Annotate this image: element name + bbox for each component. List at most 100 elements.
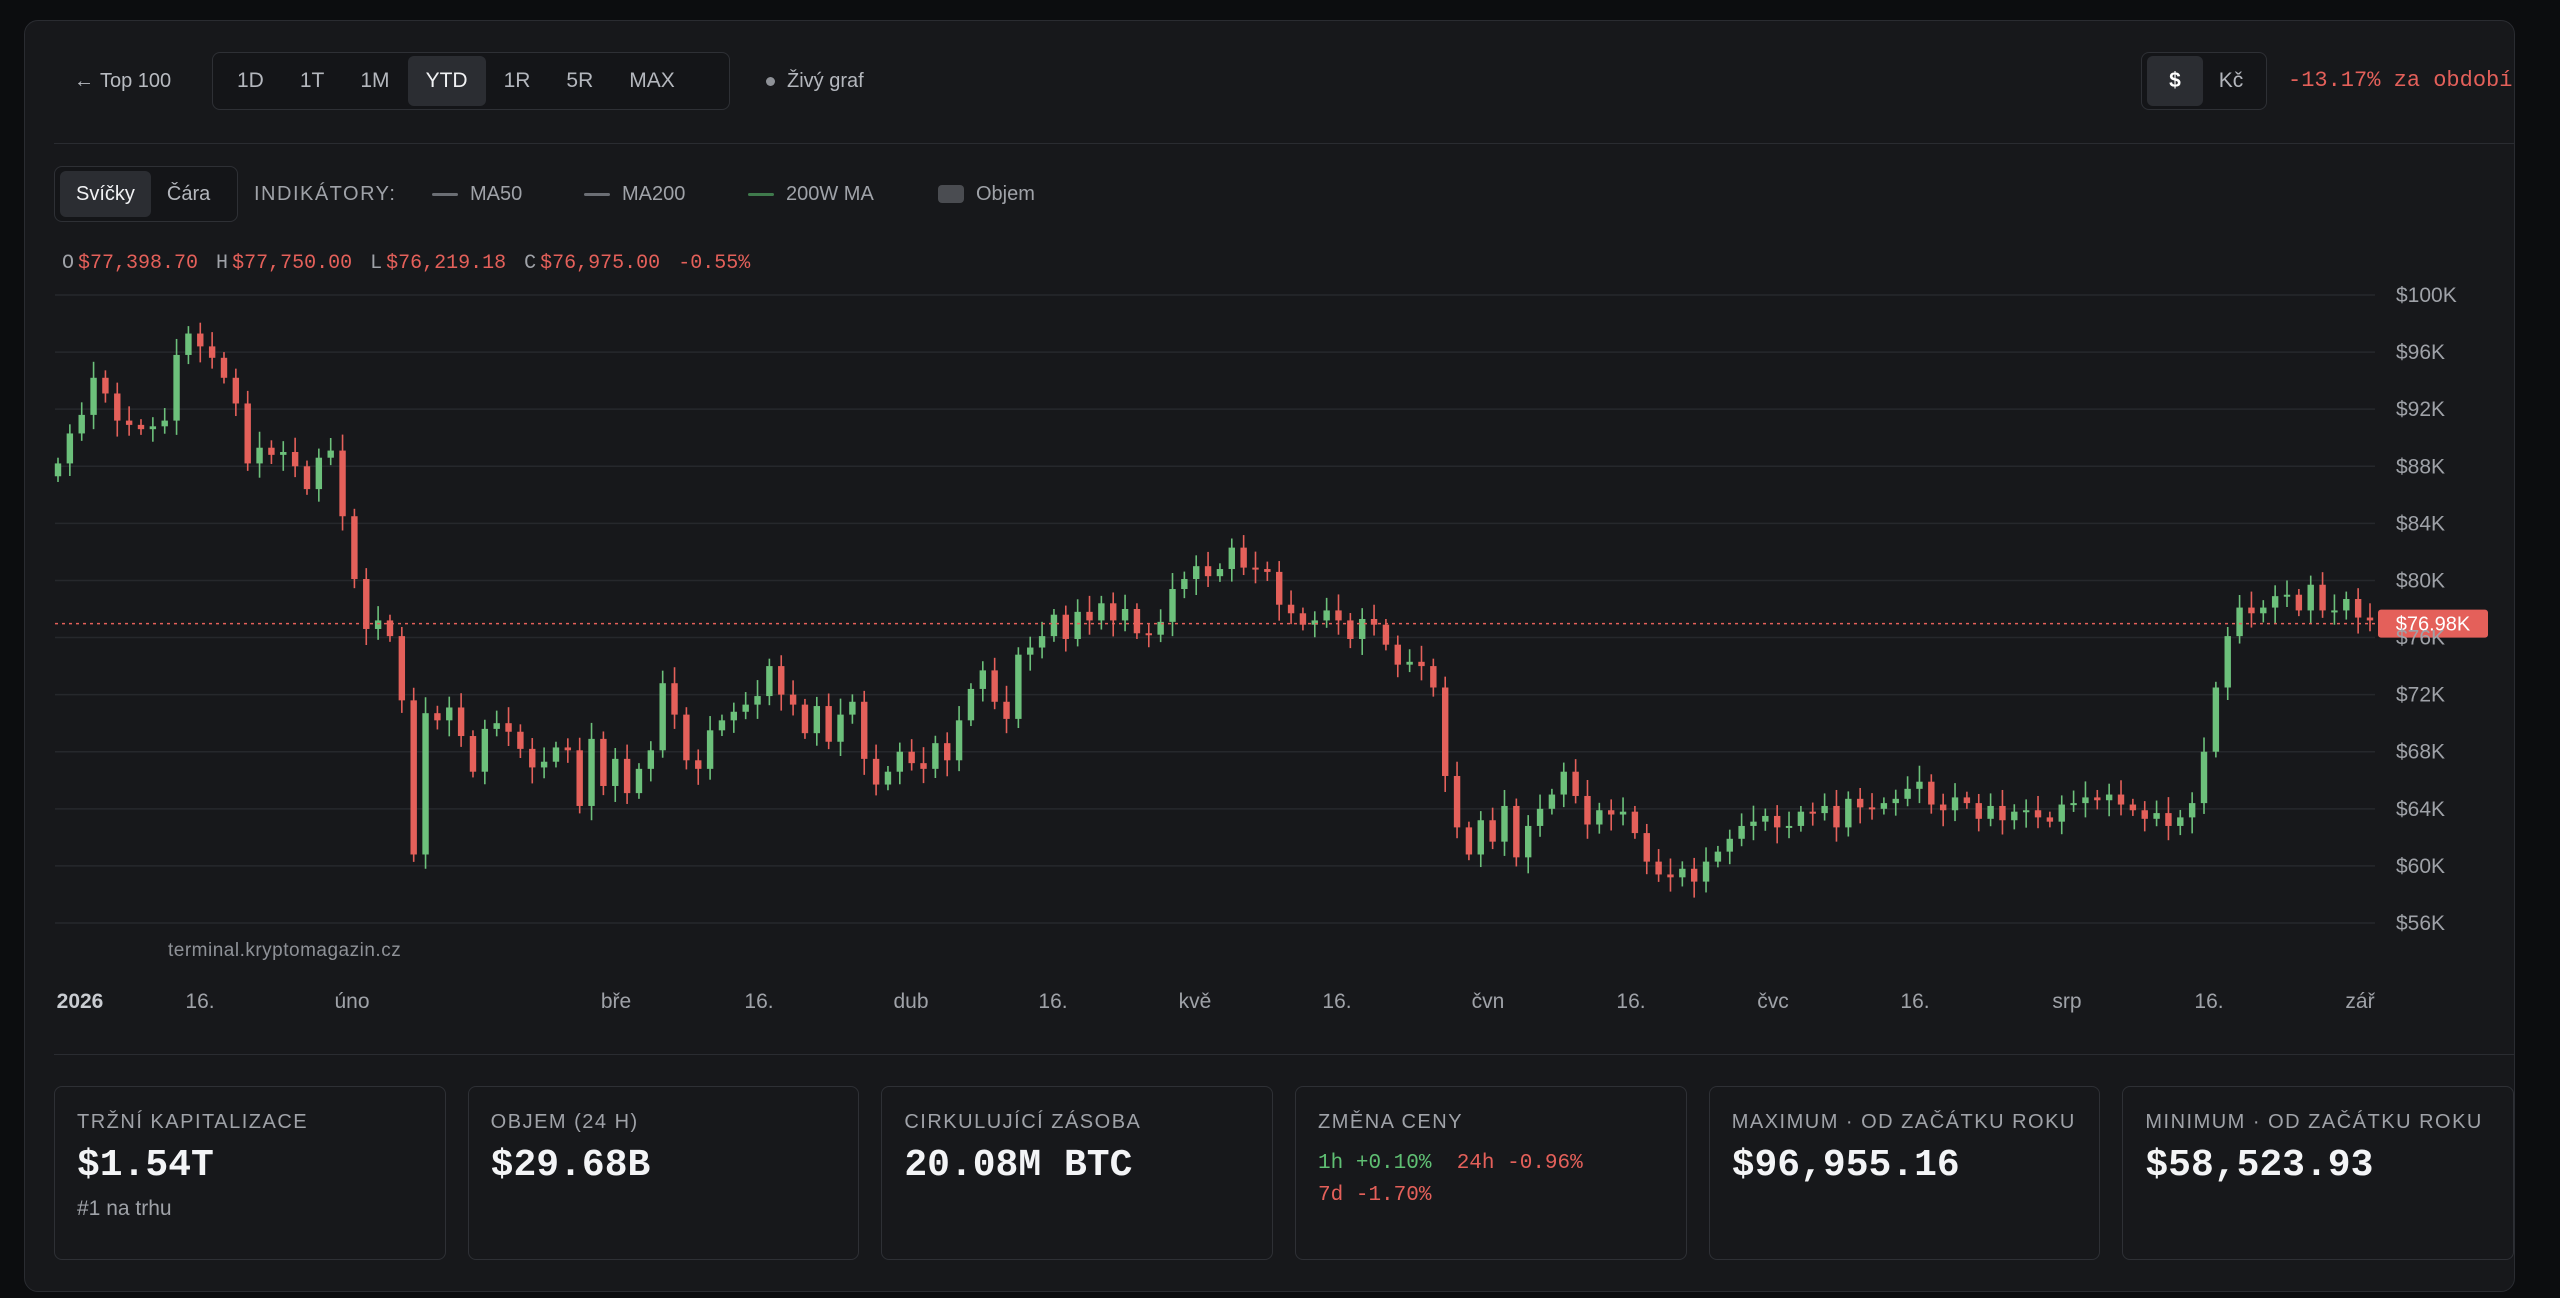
x-tick-label: čvn [1472,990,1505,1013]
range-button-5r[interactable]: 5R [566,69,594,92]
candle-body [1631,811,1639,834]
candle [683,707,690,770]
volume-box-icon [938,185,964,203]
candle-body [813,706,821,734]
price-chart[interactable]: $76.98K $100K $96K $92K $88K $84K $80K $76K $72… [0,0,2560,1050]
range-button-1t[interactable]: 1T [299,69,325,92]
candle-body [351,516,358,580]
candle-body [2153,813,2160,819]
indicator-volume[interactable]: Objem [938,180,1035,208]
candle-body [1548,794,1556,809]
candle [1359,608,1366,655]
x-tick-label: 16. [1038,990,1067,1013]
y-tick-label: $64K [2396,798,2445,821]
candle [1690,857,1698,898]
candle [1465,821,1473,861]
live-chart-toggle[interactable]: Živý graf [766,66,864,96]
candle [1477,811,1484,868]
candle [2141,801,2148,832]
ma200w-line-icon [748,192,774,196]
currency-button-usd[interactable]: $ [2147,56,2203,106]
x-tick-label: 16. [744,990,773,1013]
candle [244,390,251,471]
candle-body [66,433,74,464]
candle-body [1560,771,1567,795]
candle [2011,804,2018,830]
candle-body [54,463,62,477]
stat-value: $96,955.16 [1731,1144,1960,1187]
candle [1287,590,1295,625]
candle-body [1536,808,1544,826]
candle [78,402,85,441]
candle [2343,591,2350,620]
range-button-max[interactable]: MAX [629,69,675,92]
candle [54,457,62,482]
candle-body [1145,633,1152,636]
candle-body [1038,636,1046,648]
candle-body [766,666,773,697]
candle-body [2224,636,2231,688]
indicator-ma50[interactable]: MA50 [432,180,522,208]
stat-title: TRŽNÍ KAPITALIZACE [77,1111,309,1133]
range-button-1d[interactable]: 1D [237,69,264,92]
candle-body [588,738,595,806]
candle-body [481,728,489,772]
candle [1098,595,1105,630]
stat-title: MAXIMUM · OD ZAČÁTKU ROKU [1731,1111,2076,1133]
candle-body [339,450,346,517]
candle [1821,793,1828,821]
ma50-line-icon [432,192,458,196]
view-button-candles[interactable]: Svíčky [60,171,151,217]
candle-body [1596,810,1603,825]
candle-body [659,683,666,751]
candle-body [2200,751,2208,804]
currency-button-czk[interactable]: Kč [2218,69,2244,92]
candle [754,680,761,719]
candle-body [1572,771,1579,796]
change-24h: 24h -0.96% [1456,1152,1583,1175]
y-tick-label: $84K [2396,512,2445,535]
candle-body [1821,805,1828,814]
candle [1619,797,1627,826]
candle-body [422,713,429,855]
range-button-1m[interactable]: 1M [360,69,390,92]
candle [2188,792,2196,834]
candle [1240,535,1247,576]
back-to-top100-link[interactable]: ← Top 100 [74,66,171,96]
candle-body [2236,607,2243,637]
divider [54,143,2514,144]
range-button-ytd[interactable]: YTD [407,56,486,106]
candle-body [1773,815,1781,828]
candle [623,744,631,804]
candle-body [932,743,939,769]
candle-body [991,670,998,702]
candle [149,417,157,442]
candle [1133,603,1141,639]
candle [659,670,666,758]
indicator-200w-ma[interactable]: 200W MA [748,180,874,208]
candle [90,361,97,430]
candle-body [2343,599,2350,611]
candle [315,448,323,502]
candle [1809,802,1816,826]
candle [1110,592,1117,637]
view-button-line[interactable]: Čára [166,182,211,205]
candle-body [1299,613,1307,625]
candle-body [600,738,607,786]
candle [280,441,287,471]
candle-body [1003,701,1010,719]
candle-body [1228,547,1235,570]
candle [1453,761,1461,839]
candle-body [1406,661,1413,665]
range-button-1r[interactable]: 1R [503,69,531,92]
candle-body [2117,794,2125,805]
x-tick-label: 16. [1616,990,1645,1013]
candle [1975,793,1982,832]
candle [351,508,358,589]
candle [2295,589,2303,617]
indicator-ma200[interactable]: MA200 [584,180,685,208]
candle [386,614,394,642]
candle [1252,551,1259,584]
stat-card-ytd-min: MINIMUM · OD ZAČÁTKU ROKU $58,523.93 [2122,1086,2515,1260]
stat-card-market-cap: TRŽNÍ KAPITALIZACE $1.54T #1 na trhu [54,1086,446,1260]
